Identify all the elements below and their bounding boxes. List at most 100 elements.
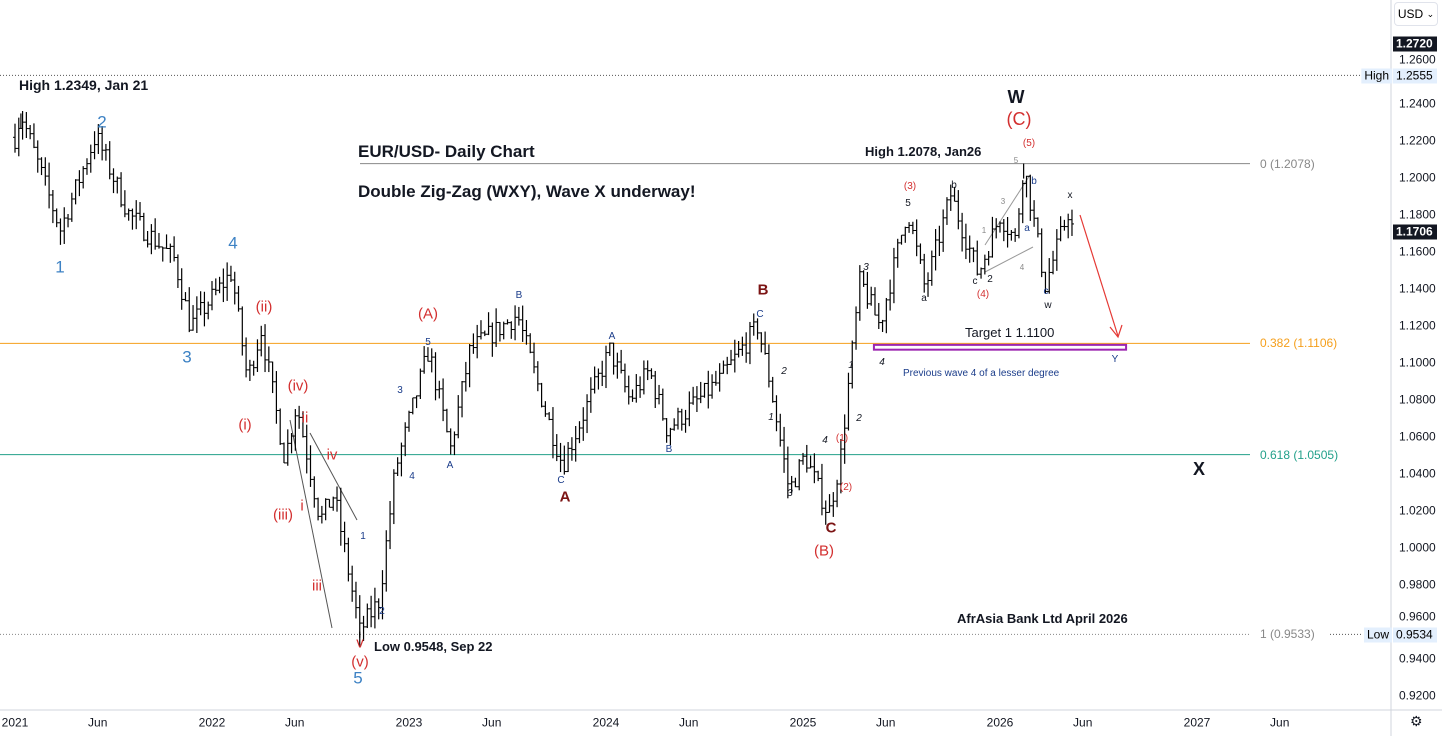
wave-label: (ii) xyxy=(255,298,273,316)
wave-label: C xyxy=(825,519,837,537)
time-tick-label: Jun xyxy=(88,715,108,730)
wave-label: (A) xyxy=(418,305,438,323)
wave-label: ii xyxy=(301,409,309,427)
wave-label: a xyxy=(921,293,927,304)
wave-label: 1 xyxy=(360,531,366,542)
price-tick-label: 1.0200 xyxy=(1399,503,1436,518)
chart-title: EUR/USD- Daily Chart xyxy=(358,142,535,161)
time-tick-label: 2026 xyxy=(986,715,1014,730)
wave-label: 1 xyxy=(55,257,65,277)
price-tick-label: 1.0800 xyxy=(1399,392,1436,407)
time-tick-label: 2021 xyxy=(1,715,29,730)
wave-label: (i) xyxy=(238,416,252,434)
wave-label: (iii) xyxy=(273,506,293,524)
previous-wave-note: Previous wave 4 of a lesser degree xyxy=(903,368,1060,379)
wave-label: 1 xyxy=(981,226,987,235)
wave-label: 4 xyxy=(879,357,885,368)
high-tag-value: 1.2555 xyxy=(1393,68,1437,84)
low-tag-label: Low xyxy=(1363,627,1392,643)
time-tick-label: 2023 xyxy=(395,715,423,730)
wave-label: (1) xyxy=(835,433,849,444)
price-tick-label: 0.9400 xyxy=(1399,651,1436,666)
price-tick-label: 0.9200 xyxy=(1399,688,1436,703)
price-tick-label: 1.2600 xyxy=(1399,52,1436,67)
credit-note: AfrAsia Bank Ltd April 2026 xyxy=(957,611,1128,626)
time-tick-label: 2025 xyxy=(789,715,817,730)
wave-label: A xyxy=(559,488,571,506)
wave-label: (iv) xyxy=(287,377,309,395)
trend-line xyxy=(984,246,1034,273)
high-note: High 1.2349, Jan 21 xyxy=(19,77,149,93)
target-note: Target 1 1.1100 xyxy=(965,325,1055,340)
wave-label: 5 xyxy=(353,668,363,688)
fib-level-label: 0.382 (1.1106) xyxy=(1260,336,1338,351)
projection-arrow xyxy=(1079,214,1119,337)
wave-label: c xyxy=(1043,286,1049,297)
price-tick-label: 1.0600 xyxy=(1399,429,1436,444)
time-tick-label: Jun xyxy=(679,715,699,730)
wave-label: (5) xyxy=(1022,138,1036,149)
wave-label: A xyxy=(446,460,454,471)
wave-label: iv xyxy=(326,446,338,464)
wave-label: 3 xyxy=(1000,197,1006,206)
wave-label: 2 xyxy=(781,366,787,377)
chart-subtitle: Double Zig-Zag (WXY), Wave X underway! xyxy=(358,182,696,201)
wave-label: (3) xyxy=(903,181,917,192)
wave-label: v xyxy=(356,634,364,652)
trend-line xyxy=(309,432,358,521)
fib-level-label: 0.618 (1.0505) xyxy=(1260,447,1339,462)
price-tick-label: 0.9800 xyxy=(1399,577,1436,592)
time-tick-label: Jun xyxy=(876,715,896,730)
wave-label: X xyxy=(1192,459,1206,479)
wave-label: Y xyxy=(1111,354,1119,365)
wave-label: b xyxy=(951,180,957,191)
trend-line xyxy=(289,419,333,629)
wave-label: (B) xyxy=(814,542,834,560)
high-tag-label: High xyxy=(1361,68,1392,84)
wave-label: 4 xyxy=(409,471,415,482)
wave-label: b xyxy=(1031,176,1037,187)
wave-label: 3 xyxy=(397,385,403,396)
wave-label: 3 xyxy=(182,347,192,367)
wave-label: 3 xyxy=(863,262,869,273)
settings-gear-icon[interactable]: ⚙ xyxy=(1410,713,1423,729)
wave-label: 5 xyxy=(905,198,911,209)
price-tick-label: 0.9600 xyxy=(1399,609,1436,624)
wave-label: (C) xyxy=(1006,109,1032,129)
wave-label: iii xyxy=(312,577,322,595)
wave-label: 2 xyxy=(856,413,862,424)
wave-label: c xyxy=(972,276,978,287)
price-tick-label: 1.2200 xyxy=(1399,133,1436,148)
wave-label: (4) xyxy=(976,289,990,300)
wave-label: 5 xyxy=(425,337,431,348)
price-tick-label: 1.1600 xyxy=(1399,244,1436,259)
last-price-tag: 1.1706 xyxy=(1393,224,1437,240)
wave-label: A xyxy=(608,331,616,342)
wave-label: 4 xyxy=(1019,263,1025,272)
wave-label: 3 xyxy=(787,488,793,499)
wave-label: i xyxy=(300,497,304,515)
price-tick-label: 1.1800 xyxy=(1399,207,1436,222)
chevron-down-icon: ⌄ xyxy=(1426,8,1435,19)
price-tick-label: 1.2000 xyxy=(1399,170,1436,185)
time-tick-label: 2027 xyxy=(1183,715,1211,730)
time-tick-label: Jun xyxy=(1270,715,1290,730)
currency-dropdown[interactable]: USD ⌄ xyxy=(1394,2,1438,26)
wave-label: W xyxy=(1007,87,1025,107)
wave-label: w xyxy=(1044,300,1052,311)
top-price-tag: 1.2720 xyxy=(1393,36,1437,52)
time-tick-label: Jun xyxy=(285,715,305,730)
wave-label: (v) xyxy=(351,653,369,671)
low-note: Low 0.9548, Sep 22 xyxy=(374,639,493,654)
wave-label: B xyxy=(665,444,673,455)
wave-label: B xyxy=(757,281,769,299)
wave-label: B xyxy=(515,290,523,301)
price-tick-label: 1.1200 xyxy=(1399,318,1436,333)
wave-label: 1 xyxy=(768,412,774,423)
price-tick-label: 1.1400 xyxy=(1399,281,1436,296)
fib-level-label: 1 (0.9533) xyxy=(1260,627,1315,642)
wave-label: 2 xyxy=(97,112,107,132)
price-tick-label: 1.2400 xyxy=(1399,96,1436,111)
target-zone xyxy=(872,343,1128,351)
